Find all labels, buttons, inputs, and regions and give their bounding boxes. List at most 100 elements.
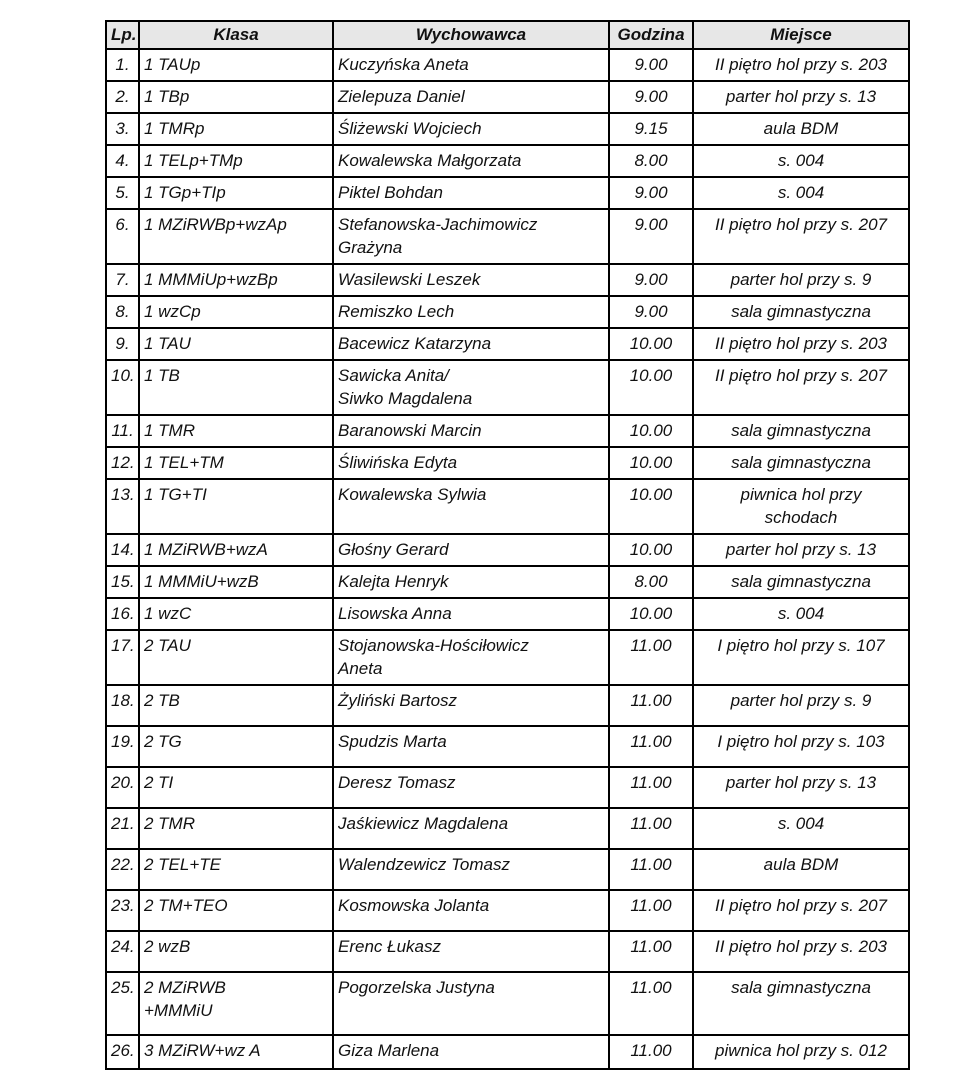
cell-miejsce: parter hol przy s. 9 (692, 684, 910, 727)
table-row: 7. 1 MMMiUp+wzBp Wasilewski Leszek 9.00 … (105, 263, 910, 297)
document-page: Lp. Klasa Wychowawca Godzina Miejsce 1. … (105, 20, 910, 1070)
table-row: 8. 1 wzCp Remiszko Lech 9.00 sala gimnas… (105, 295, 910, 329)
cell-lp: 2. (105, 80, 140, 114)
table-row: 20. 2 TI Deresz Tomasz 11.00 parter hol … (105, 766, 910, 809)
cell-klasa: 2 TAU (138, 629, 334, 686)
cell-miejsce: parter hol przy s. 13 (692, 80, 910, 114)
cell-godzina: 9.00 (608, 80, 694, 114)
cell-wychowawca: Wasilewski Leszek (332, 263, 610, 297)
cell-wychowawca: Walendzewicz Tomasz (332, 848, 610, 891)
cell-klasa: 1 TELp+TMp (138, 144, 334, 178)
cell-miejsce: s. 004 (692, 597, 910, 631)
header-cell-wychowawca: Wychowawca (332, 20, 610, 50)
cell-lp: 13. (105, 478, 140, 535)
table-row: 3. 1 TMRp Śliżewski Wojciech 9.15 aula B… (105, 112, 910, 146)
table-row: 22. 2 TEL+TE Walendzewicz Tomasz 11.00 a… (105, 848, 910, 891)
table-row: 6. 1 MZiRWBp+wzAp Stefanowska-Jachimowic… (105, 208, 910, 265)
cell-lp: 19. (105, 725, 140, 768)
cell-lp: 21. (105, 807, 140, 850)
cell-klasa: 2 TI (138, 766, 334, 809)
cell-miejsce: sala gimnastyczna (692, 446, 910, 480)
cell-lp: 5. (105, 176, 140, 210)
cell-klasa: 1 TGp+TIp (138, 176, 334, 210)
cell-wychowawca: Kosmowska Jolanta (332, 889, 610, 932)
cell-klasa: 2 MZiRWB +MMMiU (138, 971, 334, 1036)
cell-klasa: 1 TAUp (138, 48, 334, 82)
table-row: 1. 1 TAUp Kuczyńska Aneta 9.00 II piętro… (105, 48, 910, 82)
cell-klasa: 2 TB (138, 684, 334, 727)
cell-wychowawca: Giza Marlena (332, 1034, 610, 1070)
cell-lp: 26. (105, 1034, 140, 1070)
cell-godzina: 11.00 (608, 930, 694, 973)
cell-klasa: 1 TEL+TM (138, 446, 334, 480)
cell-lp: 9. (105, 327, 140, 361)
cell-klasa: 2 TM+TEO (138, 889, 334, 932)
table-row: 17. 2 TAU Stojanowska-Hościłowicz Aneta … (105, 629, 910, 686)
cell-klasa: 1 TG+TI (138, 478, 334, 535)
cell-miejsce: parter hol przy s. 13 (692, 533, 910, 567)
header-cell-lp: Lp. (105, 20, 140, 50)
cell-wychowawca: Pogorzelska Justyna (332, 971, 610, 1036)
table-row: 24. 2 wzB Erenc Łukasz 11.00 II piętro h… (105, 930, 910, 973)
cell-miejsce: aula BDM (692, 848, 910, 891)
cell-wychowawca: Baranowski Marcin (332, 414, 610, 448)
cell-lp: 17. (105, 629, 140, 686)
table-row: 13. 1 TG+TI Kowalewska Sylwia 10.00 piwn… (105, 478, 910, 535)
cell-miejsce: II piętro hol przy s. 207 (692, 208, 910, 265)
table-row: 25. 2 MZiRWB +MMMiU Pogorzelska Justyna … (105, 971, 910, 1036)
cell-godzina: 10.00 (608, 414, 694, 448)
cell-klasa: 2 TEL+TE (138, 848, 334, 891)
cell-lp: 16. (105, 597, 140, 631)
header-cell-godzina: Godzina (608, 20, 694, 50)
cell-miejsce: s. 004 (692, 807, 910, 850)
cell-klasa: 3 MZiRW+wz A (138, 1034, 334, 1070)
cell-godzina: 10.00 (608, 597, 694, 631)
table-row: 21. 2 TMR Jaśkiewicz Magdalena 11.00 s. … (105, 807, 910, 850)
cell-godzina: 11.00 (608, 848, 694, 891)
cell-lp: 24. (105, 930, 140, 973)
cell-godzina: 11.00 (608, 766, 694, 809)
cell-lp: 23. (105, 889, 140, 932)
header-cell-miejsce: Miejsce (692, 20, 910, 50)
cell-klasa: 1 wzCp (138, 295, 334, 329)
cell-wychowawca: Stojanowska-Hościłowicz Aneta (332, 629, 610, 686)
cell-wychowawca: Piktel Bohdan (332, 176, 610, 210)
table-row: 10. 1 TB Sawicka Anita/ Siwko Magdalena … (105, 359, 910, 416)
table-row: 9. 1 TAU Bacewicz Katarzyna 10.00 II pię… (105, 327, 910, 361)
cell-miejsce: I piętro hol przy s. 103 (692, 725, 910, 768)
cell-godzina: 9.00 (608, 263, 694, 297)
cell-godzina: 9.00 (608, 208, 694, 265)
cell-wychowawca: Lisowska Anna (332, 597, 610, 631)
cell-wychowawca: Kalejta Henryk (332, 565, 610, 599)
table-row: 5. 1 TGp+TIp Piktel Bohdan 9.00 s. 004 (105, 176, 910, 210)
table-row: 23. 2 TM+TEO Kosmowska Jolanta 11.00 II … (105, 889, 910, 932)
cell-wychowawca: Sawicka Anita/ Siwko Magdalena (332, 359, 610, 416)
cell-miejsce: piwnica hol przy schodach (692, 478, 910, 535)
cell-klasa: 1 MMMiUp+wzBp (138, 263, 334, 297)
cell-godzina: 9.15 (608, 112, 694, 146)
table-row: 2. 1 TBp Zielepuza Daniel 9.00 parter ho… (105, 80, 910, 114)
cell-lp: 1. (105, 48, 140, 82)
cell-lp: 14. (105, 533, 140, 567)
cell-klasa: 1 MMMiU+wzB (138, 565, 334, 599)
cell-lp: 6. (105, 208, 140, 265)
cell-godzina: 8.00 (608, 144, 694, 178)
cell-wychowawca: Głośny Gerard (332, 533, 610, 567)
cell-miejsce: piwnica hol przy s. 012 (692, 1034, 910, 1070)
table-row: 12. 1 TEL+TM Śliwińska Edyta 10.00 sala … (105, 446, 910, 480)
cell-wychowawca: Śliwińska Edyta (332, 446, 610, 480)
cell-godzina: 9.00 (608, 176, 694, 210)
cell-lp: 8. (105, 295, 140, 329)
cell-wychowawca: Kowalewska Sylwia (332, 478, 610, 535)
cell-miejsce: sala gimnastyczna (692, 414, 910, 448)
cell-wychowawca: Kowalewska Małgorzata (332, 144, 610, 178)
cell-wychowawca: Żyliński Bartosz (332, 684, 610, 727)
cell-klasa: 2 TMR (138, 807, 334, 850)
table-row: 19. 2 TG Spudzis Marta 11.00 I piętro ho… (105, 725, 910, 768)
cell-miejsce: aula BDM (692, 112, 910, 146)
cell-miejsce: sala gimnastyczna (692, 295, 910, 329)
cell-lp: 18. (105, 684, 140, 727)
cell-klasa: 2 wzB (138, 930, 334, 973)
cell-godzina: 11.00 (608, 725, 694, 768)
cell-wychowawca: Śliżewski Wojciech (332, 112, 610, 146)
